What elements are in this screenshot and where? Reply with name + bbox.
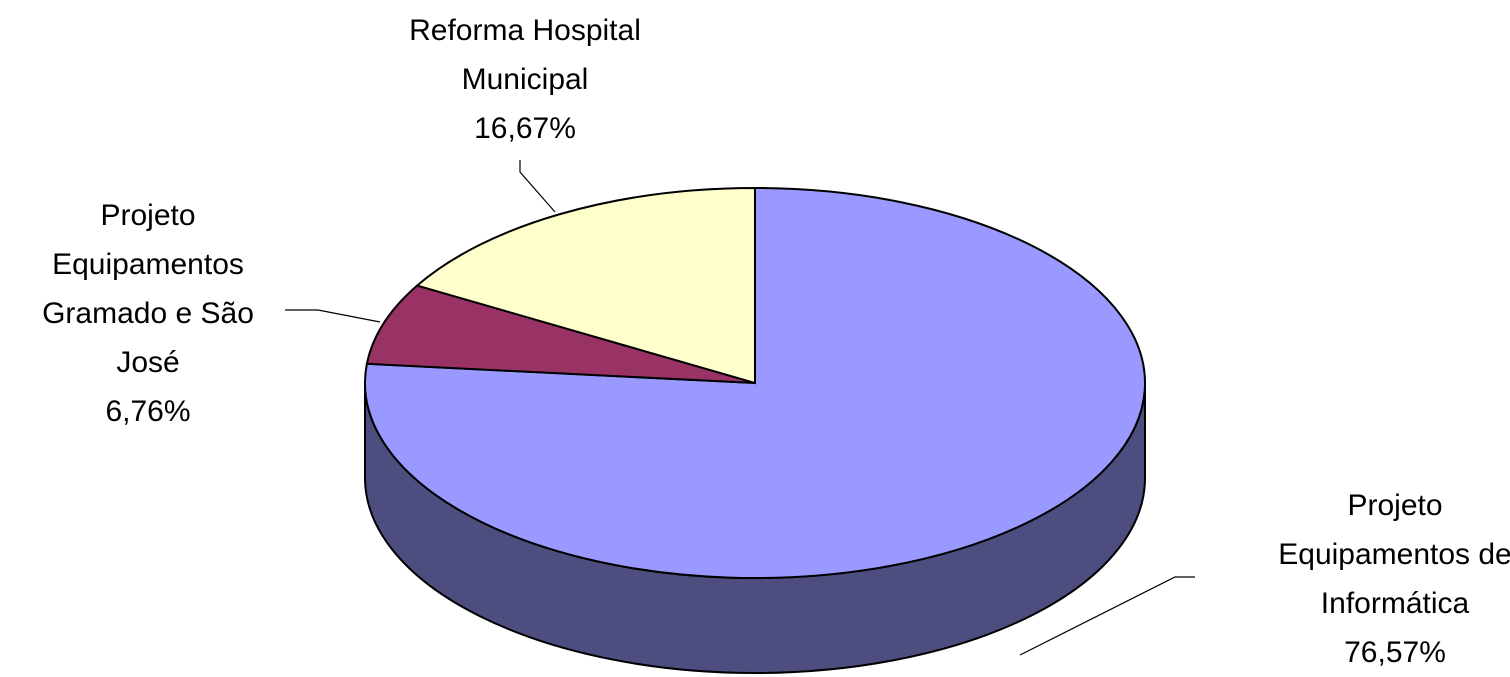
slice (365, 284, 756, 384)
data-label: Reforma Hospital Municipal 16,67% (375, 6, 675, 153)
slice (364, 186, 1146, 579)
leader-line (285, 309, 381, 323)
value-label: 16,67% (474, 112, 576, 145)
value-label: 76,57% (1344, 636, 1446, 669)
value-label: 6,76% (105, 395, 191, 428)
leader-line (519, 160, 556, 213)
data-label: Projeto Equipamentos de Informática 76,57… (1272, 481, 1510, 677)
leader-line (1019, 576, 1195, 656)
category-name: Reforma Hospital Municipal (409, 14, 641, 96)
slice (415, 186, 756, 385)
category-name: Projeto Equipamentos de Informática (1278, 489, 1510, 620)
category-name: Projeto Equipamentos Gramado e São José (42, 199, 254, 379)
data-label: Projeto Equipamentos Gramado e São José 6… (18, 191, 278, 436)
